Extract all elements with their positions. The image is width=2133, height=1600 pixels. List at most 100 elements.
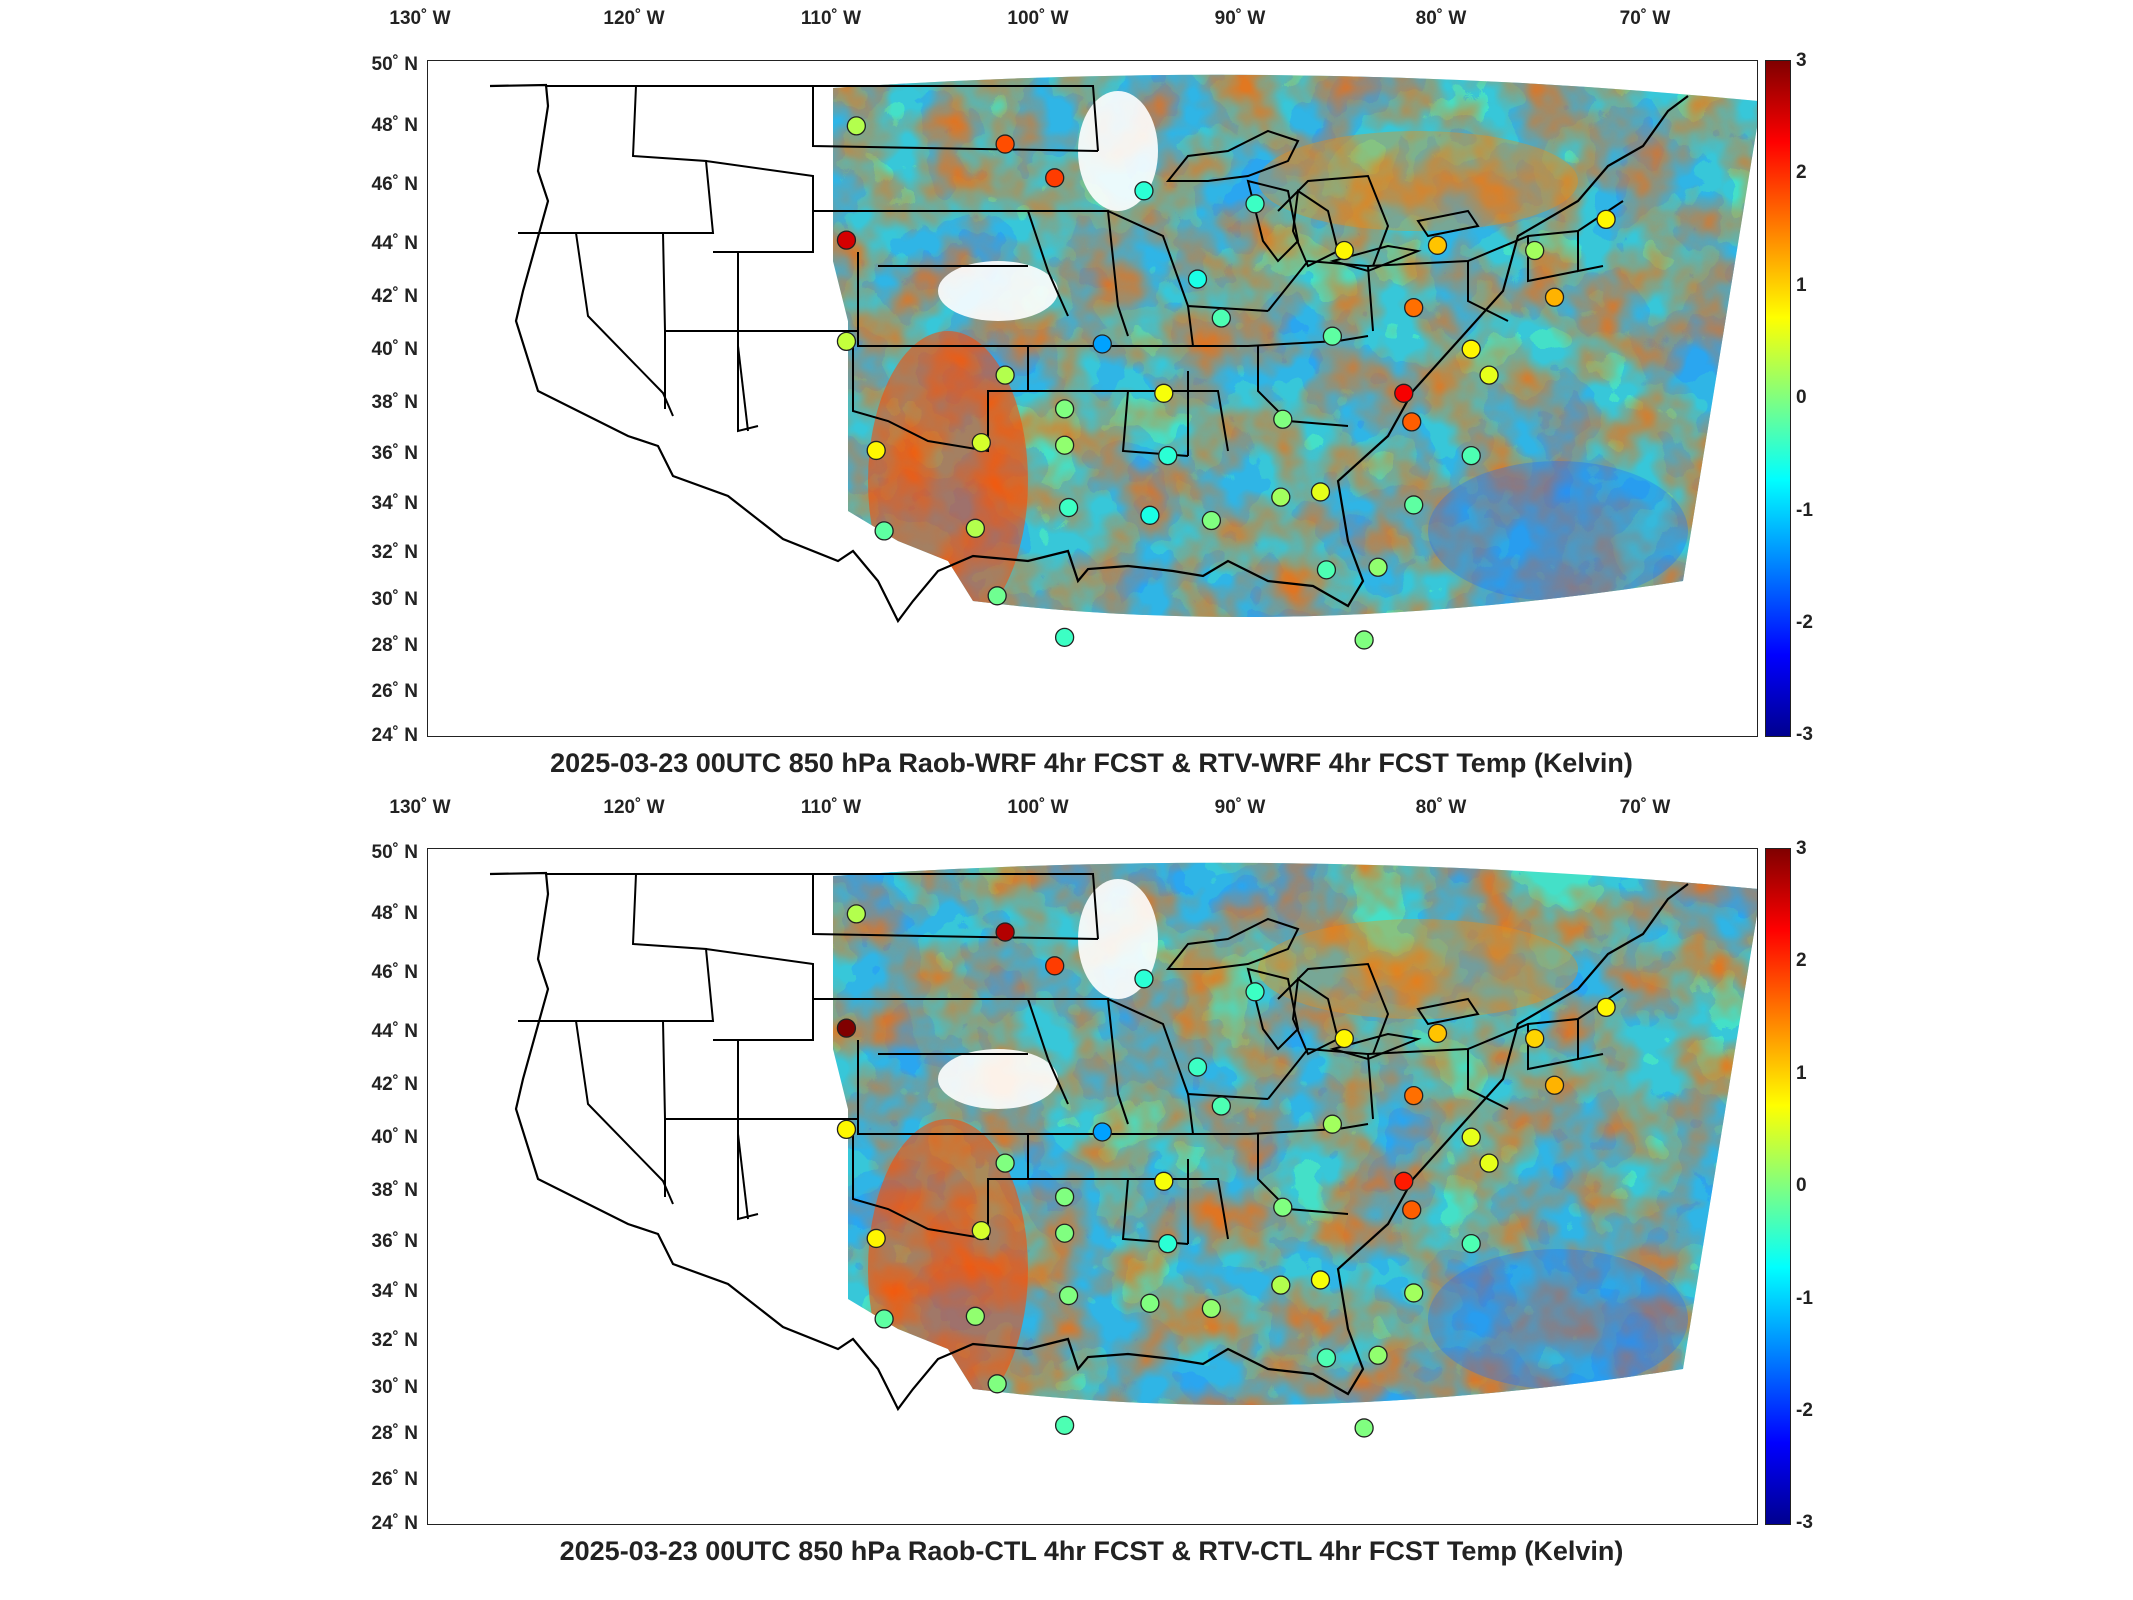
lon-label-80w: 80˚ W xyxy=(1415,797,1467,818)
cb-tick-3: 3 xyxy=(1796,838,1807,859)
lon-label-80w: 80˚ W xyxy=(1415,8,1467,29)
station-marker-2 xyxy=(1045,168,1065,188)
station-marker-20 xyxy=(1201,1298,1222,1319)
map-svg-top xyxy=(489,74,1757,650)
lon-label-130w: 130˚ W xyxy=(389,797,451,818)
station-marker-33 xyxy=(1479,365,1499,385)
station-marker-12 xyxy=(1054,1223,1075,1243)
lon-label-120w: 120˚ W xyxy=(603,8,665,29)
station-marker-31 xyxy=(1402,412,1422,432)
station-marker-17 xyxy=(1054,1415,1075,1435)
station-marker-34 xyxy=(1461,445,1481,466)
station-marker-2 xyxy=(1045,956,1065,976)
lat-label-24n: 24˚ N xyxy=(371,1513,418,1534)
lon-label-100w: 100˚ W xyxy=(1007,8,1069,29)
lon-label-120w: 120˚ W xyxy=(603,797,665,818)
station-marker-9 xyxy=(1054,1187,1075,1207)
station-marker-13 xyxy=(1058,1285,1079,1306)
cb-tick-0: 0 xyxy=(1796,1175,1807,1196)
cb-tick-0: 0 xyxy=(1796,387,1807,408)
lat-label-30n: 30˚ N xyxy=(371,589,418,610)
station-marker-27 xyxy=(1245,194,1265,214)
lat-label-46n: 46˚ N xyxy=(371,174,418,195)
station-marker-11 xyxy=(1154,383,1174,403)
station-marker-31 xyxy=(1402,1200,1422,1220)
station-marker-37 xyxy=(1354,630,1374,650)
station-marker-16 xyxy=(987,586,1007,606)
station-marker-12 xyxy=(1054,435,1075,455)
station-marker-5 xyxy=(836,1119,857,1140)
station-marker-24 xyxy=(1322,326,1343,346)
lat-label-24n: 24˚ N xyxy=(371,725,418,746)
lat-label-40n: 40˚ N xyxy=(371,339,418,360)
station-marker-39 xyxy=(1427,1023,1448,1043)
cb-tick-3: 3 xyxy=(1796,50,1807,71)
station-marker-22 xyxy=(1310,482,1331,502)
lat-label-42n: 42˚ N xyxy=(371,1074,418,1095)
station-marker-32 xyxy=(1461,339,1481,359)
lat-label-28n: 28˚ N xyxy=(371,635,418,656)
lon-label-110w: 110˚ W xyxy=(800,797,862,818)
station-marker-25 xyxy=(1211,308,1231,328)
station-marker-19 xyxy=(1158,1233,1178,1254)
lon-label-110w: 110˚ W xyxy=(800,8,862,29)
station-marker-3 xyxy=(1134,969,1154,989)
colorbar-top xyxy=(1765,60,1791,737)
station-marker-21 xyxy=(1271,1275,1291,1295)
lon-label-90w: 90˚ W xyxy=(1214,797,1266,818)
lat-label-32n: 32˚ N xyxy=(371,1330,418,1351)
station-markers-bottom xyxy=(836,904,1616,1438)
lat-label-26n: 26˚ N xyxy=(371,681,418,702)
station-marker-4 xyxy=(836,1018,857,1038)
cb-tick-1: 1 xyxy=(1796,1063,1807,1084)
station-marker-19 xyxy=(1158,445,1178,466)
cb-tick-2: 2 xyxy=(1796,162,1807,183)
lat-label-48n: 48˚ N xyxy=(371,115,418,136)
lat-label-38n: 38˚ N xyxy=(371,1180,418,1201)
station-marker-35 xyxy=(1404,495,1424,515)
station-marker-25 xyxy=(1211,1096,1231,1116)
lon-label-100w: 100˚ W xyxy=(1007,797,1069,818)
station-marker-15 xyxy=(874,1309,894,1329)
lon-label-130w: 130˚ W xyxy=(389,8,451,29)
panel-title-bottom: 2025-03-23 00UTC 850 hPa Raob-CTL 4hr FC… xyxy=(559,1536,1624,1566)
station-marker-17 xyxy=(1054,627,1075,647)
lat-label-30n: 30˚ N xyxy=(371,1377,418,1398)
lat-label-36n: 36˚ N xyxy=(371,1231,418,1252)
station-marker-23 xyxy=(1273,1197,1293,1217)
map-plot-top xyxy=(427,60,1758,737)
station-marker-26 xyxy=(1187,1057,1208,1077)
lon-label-90w: 90˚ W xyxy=(1214,8,1266,29)
station-marker-1 xyxy=(995,134,1015,154)
station-marker-7 xyxy=(971,432,991,453)
cb-tick-neg3: -3 xyxy=(1796,724,1813,745)
station-marker-24 xyxy=(1322,1114,1343,1134)
station-marker-15 xyxy=(874,521,894,541)
station-marker-18 xyxy=(1140,1293,1160,1313)
lat-label-50n: 50˚ N xyxy=(371,842,418,863)
station-marker-30 xyxy=(1394,383,1414,403)
station-marker-33 xyxy=(1479,1153,1499,1173)
cb-tick-neg1: -1 xyxy=(1796,1288,1813,1309)
station-marker-1 xyxy=(995,922,1015,942)
station-marker-22 xyxy=(1310,1270,1331,1290)
lat-label-44n: 44˚ N xyxy=(371,1021,418,1042)
station-marker-30 xyxy=(1394,1171,1414,1191)
lat-label-46n: 46˚ N xyxy=(371,962,418,983)
station-marker-38 xyxy=(1316,560,1337,580)
station-marker-10 xyxy=(1092,1122,1112,1142)
station-marker-26 xyxy=(1187,269,1208,289)
station-marker-21 xyxy=(1271,487,1291,507)
map-svg-bottom xyxy=(489,862,1757,1438)
lon-label-70w: 70˚ W xyxy=(1619,8,1671,29)
station-marker-34 xyxy=(1461,1233,1481,1254)
lat-label-38n: 38˚ N xyxy=(371,392,418,413)
station-marker-36 xyxy=(1368,557,1388,577)
station-marker-6 xyxy=(866,1228,886,1249)
lat-label-40n: 40˚ N xyxy=(371,1127,418,1148)
lat-label-44n: 44˚ N xyxy=(371,233,418,254)
station-marker-36 xyxy=(1368,1345,1388,1365)
cb-tick-1: 1 xyxy=(1796,275,1807,296)
station-marker-7 xyxy=(971,1220,991,1241)
station-marker-23 xyxy=(1273,409,1293,429)
